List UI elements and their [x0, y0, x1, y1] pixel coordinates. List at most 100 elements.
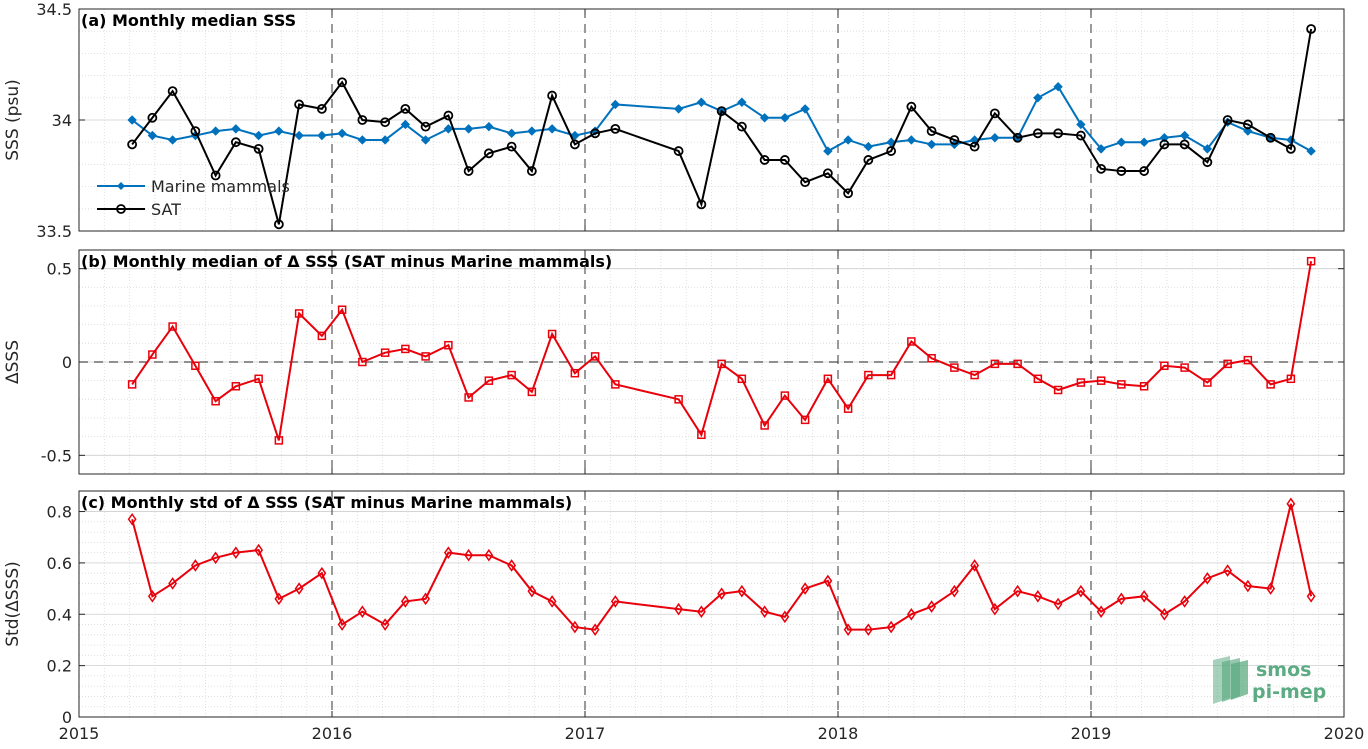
data-point — [358, 357, 367, 367]
data-point — [1306, 256, 1316, 266]
data-point — [317, 331, 327, 341]
data-point — [970, 370, 979, 380]
data-point — [1266, 582, 1276, 595]
data-point — [843, 188, 854, 199]
data-point — [696, 199, 707, 210]
data-point — [464, 393, 473, 402]
data-point — [886, 620, 896, 634]
y-tick-label: 34 — [52, 111, 72, 130]
data-point — [949, 584, 959, 598]
data-point — [1139, 166, 1150, 176]
data-point — [950, 363, 959, 372]
data-point — [1202, 157, 1213, 168]
x-tick-label: 2018 — [818, 724, 859, 743]
data-point — [1159, 133, 1170, 143]
data-point — [191, 361, 200, 370]
data-point — [1076, 119, 1086, 130]
data-point — [444, 340, 453, 350]
data-point — [611, 380, 620, 389]
data-point — [1159, 607, 1169, 621]
data-point — [464, 548, 474, 562]
data-point — [1306, 589, 1316, 603]
data-point — [610, 123, 621, 134]
data-point — [190, 559, 200, 572]
data-point — [1139, 137, 1149, 147]
data-point — [527, 584, 537, 598]
data-point — [1202, 572, 1212, 585]
data-point — [1013, 584, 1023, 598]
data-point — [1306, 24, 1317, 34]
data-point — [400, 119, 411, 130]
data-point — [1116, 137, 1127, 147]
data-point — [843, 404, 853, 413]
data-point — [800, 415, 810, 425]
data-point — [990, 602, 1000, 616]
data-point — [863, 141, 874, 152]
data-point — [420, 121, 431, 132]
data-point — [274, 126, 284, 136]
data-point — [800, 177, 811, 188]
data-point — [1053, 81, 1063, 92]
data-point — [1053, 128, 1064, 139]
data-point — [990, 133, 1000, 143]
data-point — [547, 329, 557, 339]
data-point — [1096, 163, 1107, 174]
legend-label: SAT — [151, 200, 181, 219]
data-point — [210, 126, 221, 136]
data-point — [1096, 144, 1106, 154]
y-tick-label: 0.8 — [47, 503, 72, 522]
data-point — [906, 135, 917, 145]
data-point — [590, 623, 600, 636]
data-point — [443, 546, 453, 559]
data-point — [547, 124, 557, 134]
data-point — [1243, 579, 1253, 593]
data-point — [210, 170, 221, 181]
data-point — [294, 130, 304, 141]
data-point — [1306, 146, 1316, 156]
data-point — [779, 155, 790, 165]
data-point — [907, 337, 916, 346]
data-point — [1032, 128, 1043, 139]
data-point — [231, 124, 241, 134]
data-point — [990, 359, 1000, 369]
data-point — [484, 121, 494, 132]
data-point — [823, 146, 833, 156]
y-tick-label: 0.2 — [47, 657, 72, 676]
series-line — [131, 261, 1313, 441]
data-point — [927, 600, 937, 613]
panel-title: (b) Monthly median of Δ SSS (SAT minus M… — [81, 252, 612, 271]
data-point — [569, 139, 580, 150]
panel-b: -0.5 0 0.5 ΔSSS (b) Monthly median of Δ SSS … — [3, 249, 1345, 475]
data-point — [294, 99, 305, 110]
panel-a: 33.5 34 34.5 SSS (psu) (a) Monthly median SS… — [3, 0, 1345, 241]
data-point — [507, 559, 517, 572]
series-delta-sss-2 — [127, 497, 1316, 636]
data-point — [230, 137, 241, 148]
data-point — [337, 77, 348, 88]
data-point — [886, 370, 896, 380]
x-tick-label: 2019 — [1071, 724, 1112, 743]
data-point — [1223, 359, 1232, 369]
data-point — [317, 566, 327, 580]
data-point — [1285, 143, 1296, 154]
data-point — [380, 117, 391, 128]
data-point — [1117, 380, 1126, 389]
data-point — [1096, 376, 1106, 385]
data-point — [547, 595, 557, 608]
data-point — [1116, 166, 1127, 176]
data-point — [421, 592, 431, 606]
data-point — [1033, 374, 1043, 384]
data-point — [570, 368, 580, 378]
data-point — [443, 110, 454, 121]
data-point — [401, 344, 410, 354]
data-point — [400, 104, 411, 114]
data-point — [610, 595, 620, 608]
data-point — [1222, 115, 1233, 125]
data-point — [737, 97, 747, 107]
data-point — [168, 577, 178, 590]
data-point — [127, 115, 137, 125]
data-point — [822, 168, 833, 179]
data-point — [800, 582, 810, 595]
